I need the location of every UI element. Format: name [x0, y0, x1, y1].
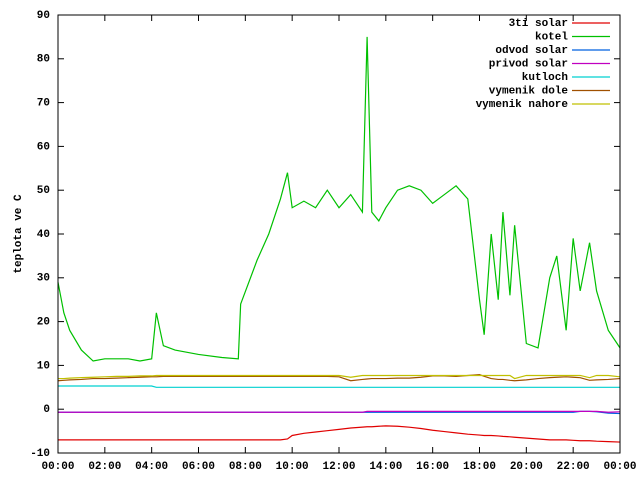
- legend-label: kotel: [535, 31, 568, 43]
- y-tick-label: 90: [37, 10, 50, 22]
- x-tick-label: 22:00: [557, 461, 590, 473]
- legend-label: 3ti solar: [509, 18, 568, 30]
- x-tick-label: 20:00: [510, 461, 543, 473]
- y-tick-label: 20: [37, 317, 50, 329]
- x-tick-label: 14:00: [369, 461, 402, 473]
- y-tick-label: 0: [43, 404, 50, 416]
- series-line: [58, 410, 621, 413]
- y-tick-label: 40: [37, 229, 50, 241]
- plot-frame: [57, 14, 621, 454]
- series-line: [58, 374, 621, 380]
- x-tick-label: 00:00: [603, 461, 636, 473]
- y-tick-label: 10: [37, 360, 50, 372]
- x-tick-label: 10:00: [276, 461, 309, 473]
- x-tick-label: 16:00: [416, 461, 449, 473]
- legend-label: kutloch: [522, 72, 568, 84]
- y-tick-label: 30: [37, 273, 50, 285]
- series-line: [58, 425, 621, 443]
- y-tick-label: 60: [37, 141, 50, 153]
- x-tick-label: 02:00: [88, 461, 121, 473]
- y-axis-label: teplota ve C: [13, 194, 25, 274]
- legend-label: odvod solar: [495, 45, 568, 57]
- legend-label: vymenik dole: [489, 85, 569, 97]
- series-line: [57, 36, 621, 362]
- legend-label: vymenik nahore: [476, 99, 569, 111]
- x-tick-label: 06:00: [182, 461, 215, 473]
- x-tick-label: 04:00: [135, 461, 168, 473]
- y-tick-label: 70: [37, 98, 50, 110]
- legend-label: privod solar: [489, 58, 568, 70]
- x-tick-label: 12:00: [322, 461, 355, 473]
- y-tick-label: 50: [37, 185, 50, 197]
- series-line: [58, 385, 620, 388]
- y-tick-label: -10: [30, 448, 50, 460]
- series-line: [57, 373, 621, 382]
- x-tick-label: 00:00: [41, 461, 74, 473]
- y-tick-label: 80: [37, 54, 50, 66]
- x-tick-label: 18:00: [463, 461, 496, 473]
- x-tick-label: 08:00: [229, 461, 262, 473]
